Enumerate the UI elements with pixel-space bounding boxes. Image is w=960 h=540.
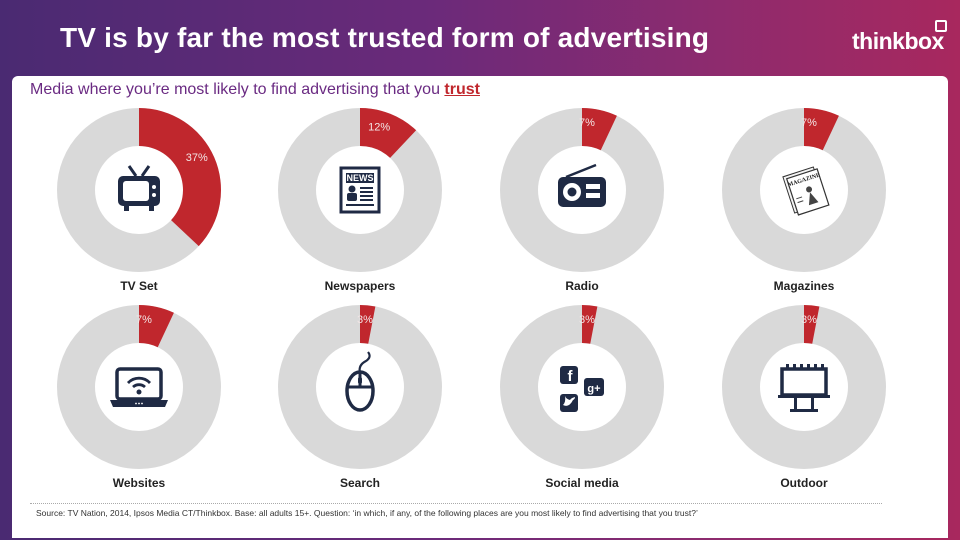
category-label: Magazines [774, 279, 835, 293]
value-label: 7% [801, 117, 817, 129]
magazine-icon: MAGAZINE [782, 166, 830, 216]
category-label: Social media [545, 476, 619, 490]
logo-mark-icon [935, 20, 947, 32]
subtitle-text: Media where you’re most likely to find a… [30, 81, 445, 98]
tv-icon [118, 165, 160, 211]
laptop-wifi-icon [110, 367, 168, 407]
value-label: 7% [136, 314, 152, 326]
donut-slice [804, 305, 820, 344]
value-label: 3% [801, 314, 817, 326]
svg-text:f: f [568, 368, 574, 385]
footer-divider [30, 503, 882, 504]
social-media-icon: f g+ [560, 366, 604, 412]
donut-slice [139, 108, 221, 247]
category-label: TV Set [120, 279, 157, 293]
value-label: 3% [579, 314, 595, 326]
value-label: 37% [186, 152, 208, 164]
category-label: Newspapers [325, 279, 396, 293]
svg-text:NEWS: NEWS [347, 173, 374, 183]
chart-subtitle: Media where you’re most likely to find a… [30, 81, 480, 99]
donut-slice [360, 108, 417, 158]
svg-text:g+: g+ [587, 383, 600, 395]
radio-icon [558, 163, 606, 207]
category-label: Outdoor [780, 476, 828, 490]
value-label: 12% [368, 122, 390, 134]
category-label: Websites [113, 476, 166, 490]
billboard-icon [778, 364, 830, 412]
source-note: Source: TV Nation, 2014, Ipsos Media CT/… [36, 508, 698, 518]
donut-slice [582, 108, 617, 151]
subtitle-highlight: trust [444, 81, 480, 98]
donut-slice [804, 108, 839, 151]
donut-slice [582, 305, 598, 344]
newspaper-icon: NEWS [339, 166, 381, 214]
category-label: Search [340, 476, 380, 490]
mouse-icon [345, 351, 375, 412]
value-label: 3% [357, 314, 373, 326]
value-label: 7% [579, 117, 595, 129]
donut-slice [139, 305, 174, 348]
category-label: Radio [565, 279, 598, 293]
donut-slice [360, 305, 376, 344]
page-title: TV is by far the most trusted form of ad… [60, 22, 710, 53]
thinkbox-logo: thinkbox [852, 28, 944, 54]
